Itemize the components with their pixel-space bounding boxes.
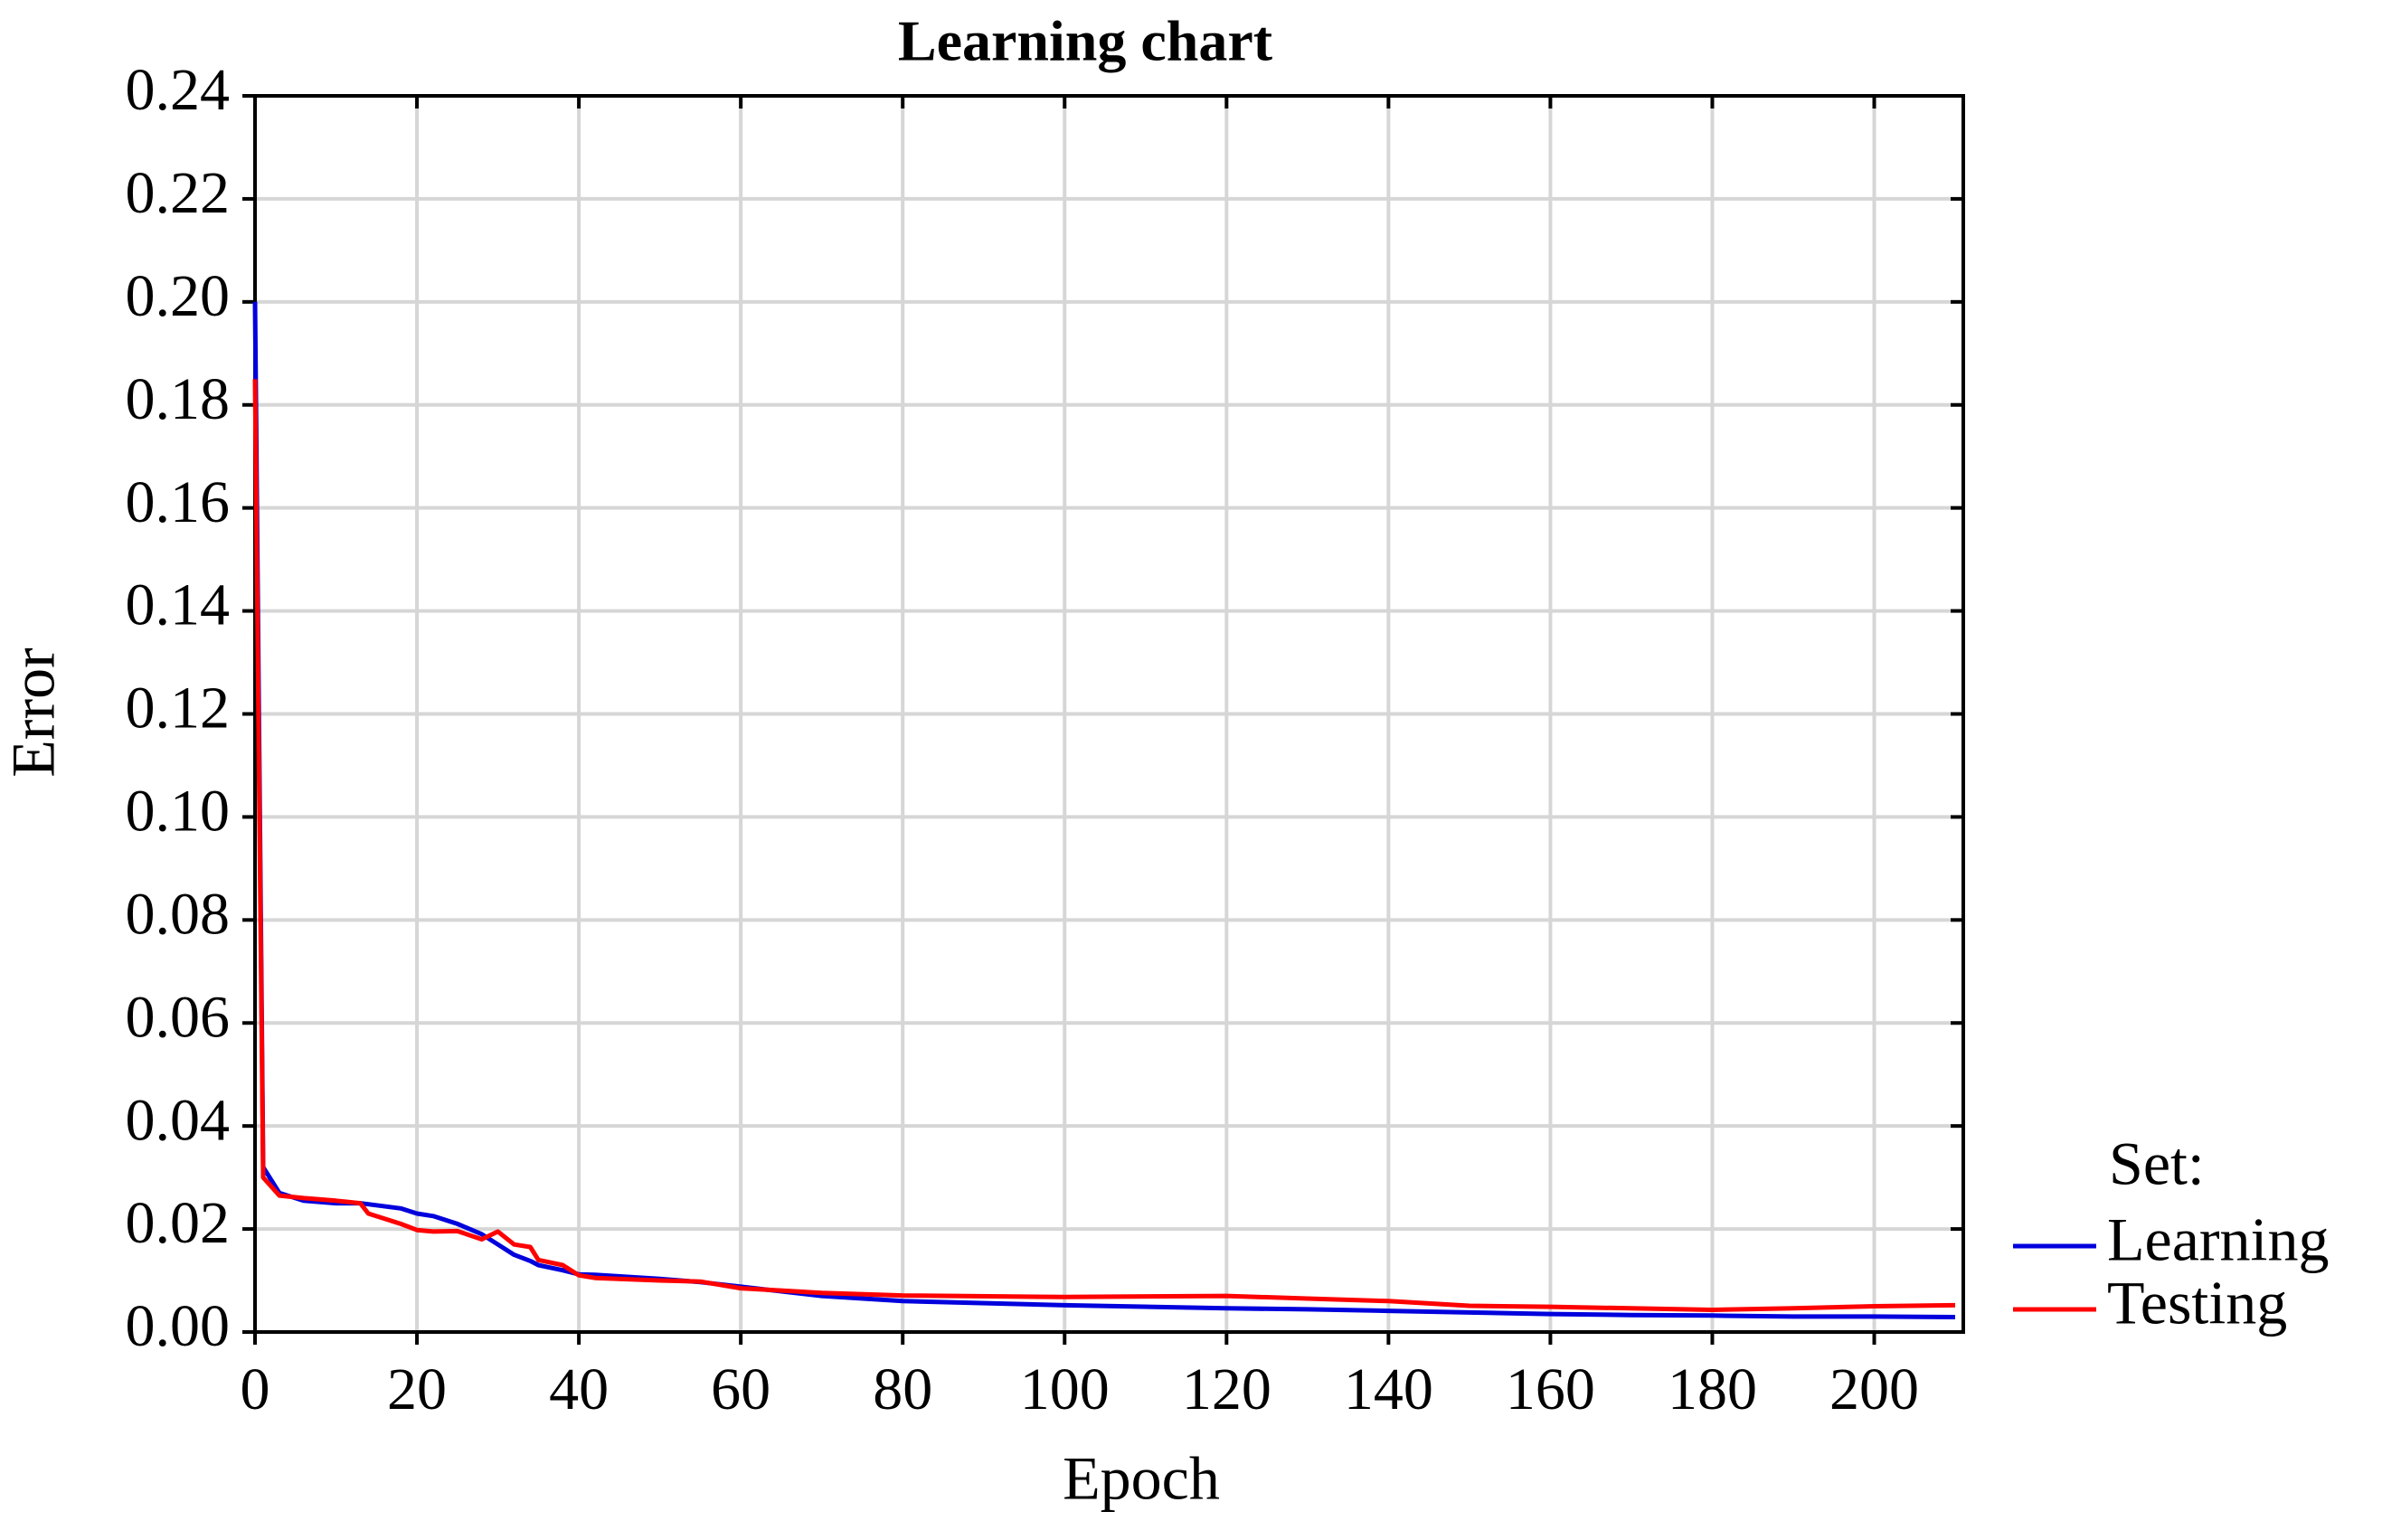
y-tick-label: 0.18 — [126, 366, 231, 432]
x-tick-label: 100 — [1020, 1356, 1110, 1422]
y-tick-label: 0.16 — [126, 469, 231, 535]
x-tick-label: 60 — [711, 1356, 770, 1422]
x-tick-label: 160 — [1506, 1356, 1595, 1422]
x-tick-label: 180 — [1668, 1356, 1757, 1422]
x-tick-label: 200 — [1829, 1356, 1919, 1422]
x-axis-label: Epoch — [1063, 1444, 1220, 1513]
x-tick-label: 20 — [387, 1356, 447, 1422]
y-tick-label: 0.10 — [126, 779, 231, 845]
y-tick-label: 0.14 — [126, 572, 231, 638]
y-tick-label: 0.00 — [126, 1293, 231, 1359]
x-tick-label: 140 — [1344, 1356, 1433, 1422]
y-tick-label: 0.24 — [126, 57, 231, 123]
plot-frame — [253, 94, 1965, 1334]
legend-title: Set: — [2109, 1129, 2205, 1198]
y-tick-label: 0.08 — [126, 881, 231, 947]
x-tick-label: 80 — [873, 1356, 932, 1422]
y-axis-label: Error — [0, 647, 68, 778]
y-tick-label: 0.20 — [126, 263, 231, 329]
x-tick-label: 40 — [549, 1356, 609, 1422]
series-line — [252, 301, 1956, 1319]
chart-title: Learning chart — [898, 9, 1273, 73]
y-tick-label: 0.22 — [126, 160, 231, 226]
series-line — [252, 379, 1956, 1312]
legend-label: Learning — [2107, 1205, 2329, 1274]
y-tick-label: 0.06 — [126, 984, 231, 1050]
y-tick-label: 0.12 — [126, 676, 231, 742]
y-tick-label: 0.04 — [126, 1087, 231, 1153]
y-tick-label: 0.02 — [126, 1190, 231, 1256]
x-tick-label: 120 — [1182, 1356, 1271, 1422]
x-tick-label: 0 — [241, 1356, 270, 1422]
legend-label: Testing — [2107, 1269, 2287, 1337]
